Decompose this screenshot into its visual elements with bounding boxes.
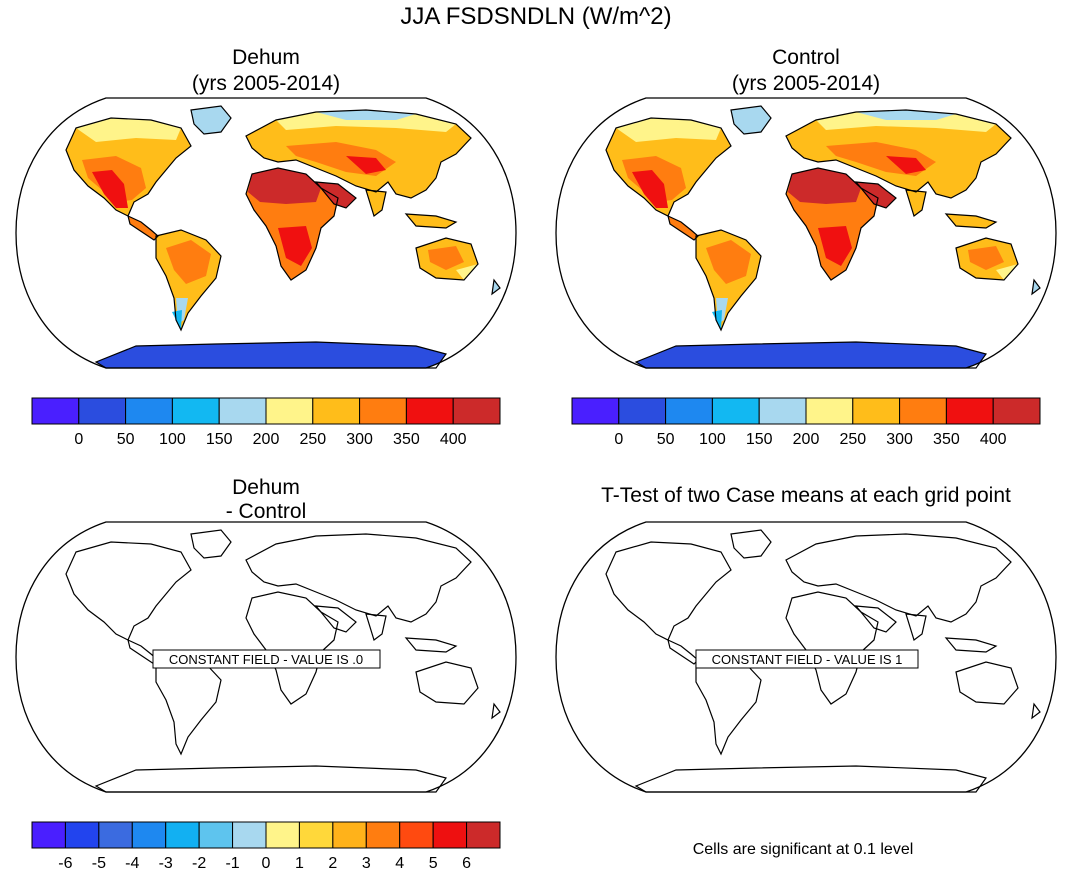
colorbar-swatch [992,397,1041,425]
colorbar-swatch [399,821,434,849]
colorbar-tick-label: 4 [395,855,404,869]
colorbar-tick-label: 6 [462,855,471,869]
colorbar-swatch [852,397,901,425]
panel-subtitle: - Control [226,500,307,523]
colorbar-tick-label: 400 [440,431,467,448]
colorbar-swatch [466,821,501,849]
colorbar-control: 0 50 100 150 200 250 300 350 400 [571,397,1041,448]
colorbar-tick-label: 300 [886,431,913,448]
colorbar-tick-label: 3 [362,855,371,869]
colorbar-tick-label: 0 [74,431,83,448]
panel-ttest: T-Test of two Case means at each grid po… [555,484,1057,793]
panel-title: Control [772,46,840,69]
colorbar-tick-label: 150 [746,431,773,448]
colorbar-tick-label: 0 [262,855,271,869]
colorbar-tick-label: 300 [346,431,373,448]
colorbar-swatch [805,397,854,425]
map-control [555,97,1057,369]
colorbar-tick-label: -4 [125,855,139,869]
colorbar-tick-label: 1 [295,855,304,869]
constant-field-box [695,649,919,669]
colorbar-swatch [332,821,367,849]
panel-control: Control (yrs 2005-2014) [555,46,1057,369]
colorbar-tick-label: 350 [933,431,960,448]
colorbar-tick-label: 400 [980,431,1007,448]
colorbar-swatch [571,397,620,425]
colorbar-swatch [31,397,80,425]
panel-dehum: Dehum (yrs 2005-2014) [15,46,517,369]
colorbar-swatch [618,397,667,425]
constant-field-label: CONSTANT FIELD - VALUE IS .0 [169,652,363,667]
colorbar-tick-label: -6 [58,855,72,869]
colorbar-difference: -6 -5 -4 -3 -2 -1 0 1 2 3 4 5 6 [31,821,501,872]
colorbar-swatch [218,397,267,425]
panel-subtitle: (yrs 2005-2014) [732,72,880,95]
colorbar-swatch [365,821,401,849]
colorbar-tick-label: 250 [299,431,326,448]
colorbar-swatch [78,397,127,425]
significance-note: Cells are significant at 0.1 level [693,841,914,858]
panel-title: T-Test of two Case means at each grid po… [601,484,1011,507]
colorbar-swatch [711,397,760,425]
colorbar-tick-label: -3 [159,855,173,869]
colorbar-swatch [405,397,454,425]
colorbar-tick-label: 350 [393,431,420,448]
colorbar-tick-label: 200 [793,431,820,448]
panel-subtitle: (yrs 2005-2014) [192,72,340,95]
colorbar-swatch [31,821,66,849]
colorbar-swatch [312,397,361,425]
colorbar-tick-label: 50 [117,431,135,448]
colorbar-swatch [665,397,713,425]
colorbar-swatch [265,821,300,849]
colorbar-tick-label: 150 [206,431,233,448]
panel-title: Dehum [232,46,300,69]
panel-difference: Dehum - Control CONSTANT FIELD - VALUE I… [15,476,517,793]
colorbar-tick-label: -1 [225,855,239,869]
colorbar-tick-label: 0 [614,431,623,448]
colorbar-swatch [131,821,167,849]
constant-field-label: CONSTANT FIELD - VALUE IS 1 [712,652,903,667]
colorbar-tick-label: -5 [92,855,106,869]
colorbar-swatch [298,821,334,849]
colorbar-swatch [64,821,100,849]
colorbar-swatch [452,397,501,425]
colorbar-swatch [758,397,807,425]
colorbar-tick-label: 100 [159,431,186,448]
constant-field-box [152,649,381,669]
colorbar-swatch [232,821,267,849]
colorbar-swatch [198,821,234,849]
colorbar-swatch [171,397,220,425]
colorbar-swatch [432,821,468,849]
figure-title: JJA FSDSNDLN (W/m^2) [400,3,671,30]
panel-title: Dehum [232,476,300,499]
colorbar-tick-label: -2 [192,855,206,869]
colorbar-tick-label: 50 [657,431,675,448]
colorbar-tick-label: 2 [328,855,337,869]
colorbar-tick-label: 100 [699,431,726,448]
colorbar-tick-label: 5 [429,855,438,869]
colorbar-swatch [265,397,314,425]
colorbar-tick-label: 250 [839,431,866,448]
colorbar-swatch [125,397,173,425]
colorbar-swatch [945,397,994,425]
map-dehum [15,97,517,369]
colorbar-dehum: 0 50 100 150 200 250 300 350 400 [31,397,501,448]
colorbar-swatch [899,397,947,425]
colorbar-swatch [359,397,407,425]
colorbar-swatch [165,821,200,849]
colorbar-swatch [98,821,133,849]
colorbar-tick-label: 200 [253,431,280,448]
